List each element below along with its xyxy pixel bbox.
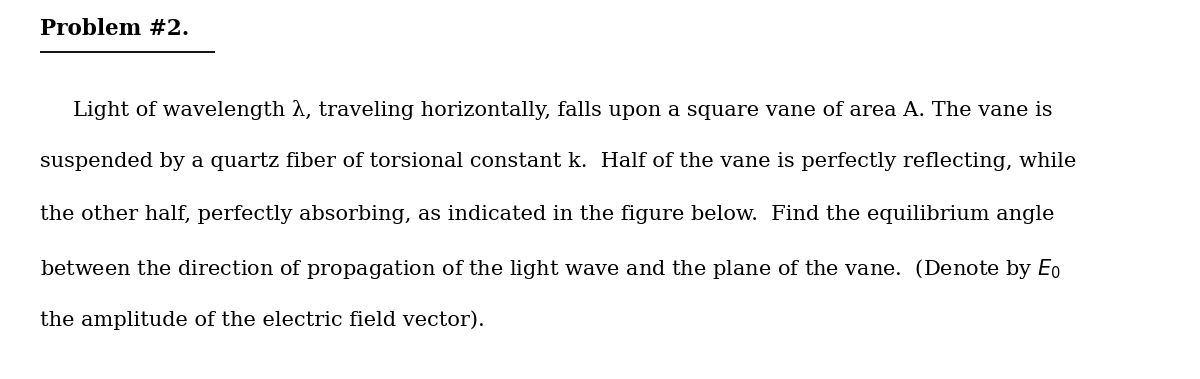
Text: Problem #2.: Problem #2.	[40, 18, 190, 40]
Text: the other half, perfectly absorbing, as indicated in the figure below.  Find the: the other half, perfectly absorbing, as …	[40, 205, 1055, 224]
Text: Light of wavelength λ, traveling horizontally, falls upon a square vane of area : Light of wavelength λ, traveling horizon…	[40, 100, 1052, 120]
Text: between the direction of propagation of the light wave and the plane of the vane: between the direction of propagation of …	[40, 257, 1061, 281]
Text: suspended by a quartz fiber of torsional constant k.  Half of the vane is perfec: suspended by a quartz fiber of torsional…	[40, 152, 1076, 171]
Text: the amplitude of the electric field vector).: the amplitude of the electric field vect…	[40, 310, 485, 330]
